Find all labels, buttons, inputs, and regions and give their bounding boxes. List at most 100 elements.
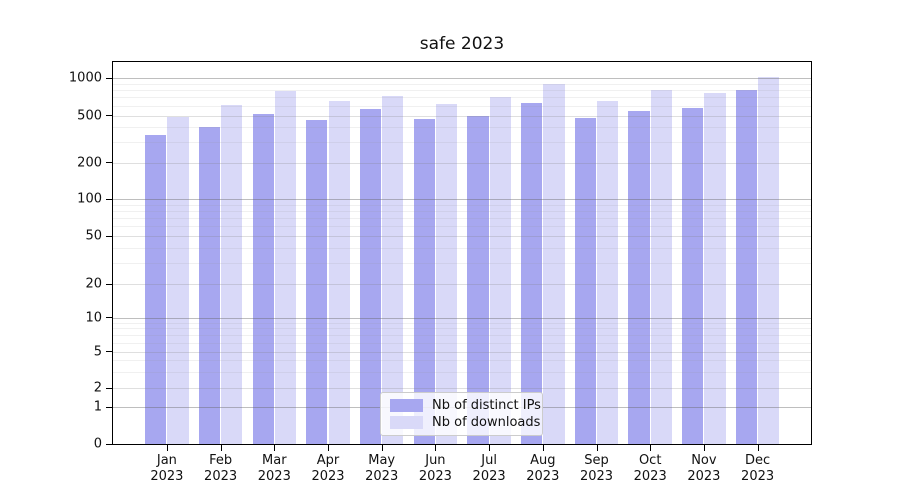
y-tick-label-0: 0	[93, 436, 102, 452]
x-label-month: Nov	[691, 453, 717, 468]
bar-downloads-may-2023	[382, 96, 404, 444]
gridline-minor-300	[113, 141, 811, 143]
bar-distinct-ips-jul-2023	[467, 116, 489, 444]
plot-area	[113, 61, 811, 444]
y-tick-label-1: 1	[93, 399, 102, 415]
y-tick-200	[106, 162, 112, 163]
x-tick-label-oct: Oct 2023	[618, 453, 682, 484]
y-tick-100	[106, 198, 112, 200]
gridline-minor-600	[113, 105, 811, 107]
legend-item-downloads: Nb of downloads	[390, 415, 540, 430]
chart-title: safe 2023	[419, 34, 505, 54]
x-tick-may	[381, 445, 383, 451]
x-label-month: Oct	[638, 453, 662, 468]
gridline-major-100	[113, 199, 811, 200]
y-tick-label-10: 10	[85, 310, 102, 325]
y-tick-1	[106, 406, 112, 408]
axis-spine-bottom	[112, 444, 812, 446]
x-label-year: 2023	[257, 468, 291, 484]
axis-spine-left	[112, 61, 114, 445]
bar-downloads-dec-2023	[758, 77, 780, 444]
gridline-minor-70	[113, 218, 811, 220]
x-label-year: 2023	[472, 468, 506, 484]
gridline-minor-900	[113, 83, 811, 85]
gridline-major-2	[113, 388, 811, 389]
x-tick-mar	[274, 445, 276, 451]
gridline-minor-40	[113, 247, 811, 249]
x-label-month: Jan	[156, 453, 177, 468]
x-label-year: 2023	[365, 468, 399, 484]
bar-distinct-ips-feb-2023	[198, 127, 221, 444]
bar-distinct-ips-sep-2023	[574, 118, 596, 444]
gridline-minor-800	[113, 90, 811, 92]
y-tick-50	[106, 235, 112, 237]
x-tick-label-apr: Apr 2023	[296, 453, 360, 484]
gridline-minor-400	[113, 126, 811, 128]
x-tick-label-dec: Dec 2023	[726, 453, 790, 484]
y-tick-500	[106, 115, 112, 116]
y-tick-0	[106, 443, 112, 445]
x-tick-label-aug: Aug 2023	[511, 453, 575, 484]
x-label-month: Dec	[745, 453, 771, 468]
y-tick-label-20: 20	[85, 276, 102, 292]
x-label-month: May	[368, 453, 396, 468]
bar-distinct-ips-aug-2023	[521, 103, 543, 444]
gridline-major-10	[113, 317, 811, 319]
legend: Nb of distinct IPs Nb of downloads	[380, 392, 543, 436]
x-label-month: Apr	[316, 453, 340, 468]
bar-distinct-ips-nov-2023	[682, 107, 704, 444]
gridline-major-200	[113, 162, 811, 164]
bar-downloads-aug-2023	[543, 83, 565, 444]
x-tick-label-feb: Feb 2023	[189, 453, 253, 484]
y-tick-5	[106, 351, 112, 352]
bar-distinct-ips-apr-2023	[306, 120, 328, 444]
x-label-month: Feb	[209, 453, 233, 468]
x-label-year: 2023	[579, 468, 614, 484]
bar-distinct-ips-jan-2023	[145, 134, 167, 444]
x-tick-sep	[596, 445, 598, 451]
gridline-minor-4	[113, 360, 811, 362]
legend-label-downloads: Nb of downloads	[432, 415, 541, 430]
y-tick-10	[106, 317, 112, 318]
x-label-year: 2023	[633, 468, 667, 484]
x-label-month: Sep	[584, 453, 609, 468]
bar-downloads-feb-2023	[221, 105, 243, 444]
gridline-major-50	[113, 236, 811, 237]
x-label-year: 2023	[526, 468, 560, 484]
bar-downloads-oct-2023	[650, 89, 672, 444]
x-tick-label-jun: Jun 2023	[403, 453, 467, 484]
x-label-year: 2023	[150, 468, 184, 484]
y-tick-label-1000: 1000	[68, 70, 102, 86]
x-tick-dec	[757, 445, 759, 451]
y-tick-label-5: 5	[93, 344, 102, 359]
y-tick-20	[106, 283, 112, 285]
gridline-major-1000	[113, 78, 811, 79]
x-label-year: 2023	[741, 468, 775, 484]
y-tick-1000	[106, 77, 112, 79]
legend-swatch-downloads	[390, 416, 423, 429]
y-tick-label-200: 200	[77, 155, 102, 170]
x-label-year: 2023	[418, 468, 452, 484]
bar-distinct-ips-may-2023	[359, 108, 382, 444]
gridline-minor-60	[113, 226, 811, 228]
x-tick-label-jan: Jan 2023	[135, 453, 199, 484]
x-label-month: Jun	[425, 453, 446, 468]
gridline-minor-30	[113, 262, 811, 264]
gridline-minor-9	[113, 322, 811, 324]
x-label-month: Mar	[262, 453, 287, 468]
bar-downloads-nov-2023	[704, 92, 726, 444]
bar-downloads-sep-2023	[597, 101, 619, 444]
x-label-year: 2023	[311, 468, 345, 484]
gridline-minor-700	[113, 97, 811, 99]
bar-distinct-ips-dec-2023	[735, 89, 758, 444]
x-tick-jun	[435, 445, 437, 451]
bar-downloads-apr-2023	[328, 101, 350, 444]
bar-distinct-ips-oct-2023	[628, 110, 650, 444]
gridline-minor-6	[113, 342, 811, 344]
x-label-month: Jul	[481, 453, 497, 468]
x-tick-label-sep: Sep 2023	[565, 453, 629, 484]
y-tick-2	[106, 387, 112, 389]
legend-label-distinct-ips: Nb of distinct IPs	[432, 398, 541, 413]
x-tick-jul	[489, 445, 491, 451]
y-tick-label-2: 2	[93, 380, 102, 396]
